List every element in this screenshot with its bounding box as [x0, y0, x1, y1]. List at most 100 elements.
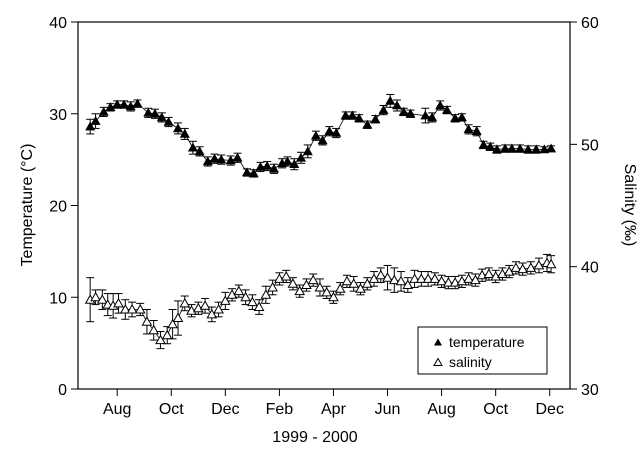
temperature-point-5 [118, 99, 130, 109]
salinity-point-10 [148, 324, 160, 335]
x-tick-label-apr-4: Apr [321, 401, 347, 418]
salinity-point-51 [422, 273, 434, 283]
x-tick-label-oct-1: Oct [159, 401, 184, 418]
temperature-point-21 [241, 167, 253, 177]
salinity-point-53 [436, 275, 447, 286]
temperature-point-17 [209, 153, 220, 163]
temperature-point-61 [539, 144, 550, 154]
legend-box [417, 326, 548, 375]
temperature-point-12 [172, 123, 184, 133]
temperature-point-29 [295, 152, 307, 162]
y-left-tick-label-20: 20 [49, 199, 67, 216]
y-right-tick-label-50: 50 [581, 137, 599, 154]
salinity-point-44 [375, 269, 387, 280]
x-axis-label: 1999 - 2000 [272, 429, 358, 446]
x-tick-label-jun-5: Jun [375, 401, 401, 418]
temperature-point-51 [463, 124, 474, 134]
temperature-point-42 [391, 100, 403, 110]
data-series [84, 93, 557, 350]
y-right-tick-label-30: 30 [581, 382, 599, 399]
salinity-point-40 [348, 278, 360, 288]
salinity-point-35 [314, 281, 326, 292]
salinity-point-20 [213, 303, 224, 314]
temperature-point-44 [405, 108, 416, 118]
temperature-point-9 [149, 108, 161, 118]
temperature-line [89, 100, 552, 174]
salinity-point-47 [395, 275, 407, 286]
temperature-point-57 [506, 143, 517, 153]
salinity-point-26 [253, 301, 265, 311]
temperature-point-53 [478, 139, 489, 149]
temperature-point-30 [302, 146, 313, 156]
y-axis-right-label: Salinity (‰) [621, 164, 638, 247]
temperature-point-2 [98, 106, 109, 116]
salinity-point-31 [287, 278, 299, 288]
open-triangle-icon [433, 357, 443, 366]
legend-item-temperature: temperature [434, 334, 525, 350]
salinity-point-67 [533, 259, 545, 270]
salinity-point-1 [90, 291, 101, 302]
salinity-point-15 [179, 297, 191, 308]
salinity-point-5 [113, 297, 124, 308]
salinity-point-52 [429, 273, 441, 283]
temperature-point-22 [248, 168, 259, 178]
temperature-point-56 [500, 143, 511, 153]
salinity-point-38 [334, 283, 346, 293]
salinity-point-58 [470, 274, 481, 285]
salinity-point-28 [267, 281, 278, 292]
salinity-point-27 [260, 289, 272, 299]
temperature-point-24 [262, 160, 273, 170]
salinity-point-50 [415, 273, 427, 283]
y-axis-left-label: Temperature (°C) [19, 144, 36, 267]
salinity-point-13 [167, 318, 178, 329]
temperature-point-16 [202, 156, 213, 166]
temperature-point-54 [485, 141, 496, 151]
salinity-point-32 [294, 285, 306, 296]
salinity-point-65 [517, 263, 529, 274]
x-tick-label-dec-2: Dec [211, 401, 239, 418]
series-salinity [84, 253, 557, 350]
temperature-point-46 [427, 112, 438, 122]
salinity-point-34 [307, 274, 319, 285]
x-tick-label-aug-0: Aug [103, 401, 131, 418]
temperature-point-18 [216, 154, 227, 164]
temperature-point-1 [90, 115, 101, 125]
series-temperature [85, 93, 557, 178]
temperature-point-38 [362, 119, 373, 129]
salinity-point-25 [247, 296, 258, 307]
temperature-point-7 [132, 98, 143, 108]
y-left-tick-label-40: 40 [49, 15, 67, 32]
salinity-point-24 [240, 291, 251, 302]
temperature-point-37 [354, 113, 365, 123]
legend-item-salinity: salinity [433, 354, 492, 370]
temperature-point-62 [546, 143, 557, 153]
temperature-point-3 [105, 102, 116, 112]
temperature-point-6 [125, 101, 136, 111]
temperature-point-27 [282, 156, 293, 166]
temperature-point-34 [331, 127, 342, 137]
salinity-point-48 [402, 279, 414, 289]
y-left-tick-label-0: 0 [58, 382, 67, 399]
temperature-point-25 [268, 163, 280, 173]
salinity-point-14 [172, 312, 184, 322]
temperature-point-52 [471, 126, 482, 135]
salinity-point-42 [361, 278, 373, 288]
salinity-point-11 [155, 334, 166, 345]
legend: temperature salinity [417, 326, 548, 375]
salinity-point-37 [328, 291, 339, 302]
temperature-point-19 [225, 155, 236, 165]
legend-label-temperature: temperature [449, 334, 525, 350]
temperature-point-20 [232, 152, 243, 162]
temperature-point-43 [398, 106, 409, 116]
salinity-point-36 [321, 286, 333, 297]
temperature-point-48 [441, 104, 453, 114]
temperature-point-49 [450, 113, 461, 123]
temperature-point-28 [289, 159, 300, 168]
temperature-point-41 [385, 95, 396, 105]
salinity-point-60 [483, 268, 495, 278]
temperature-point-23 [255, 161, 266, 171]
salinity-point-7 [126, 303, 138, 314]
salinity-point-49 [409, 273, 420, 283]
temperature-point-10 [156, 112, 167, 122]
